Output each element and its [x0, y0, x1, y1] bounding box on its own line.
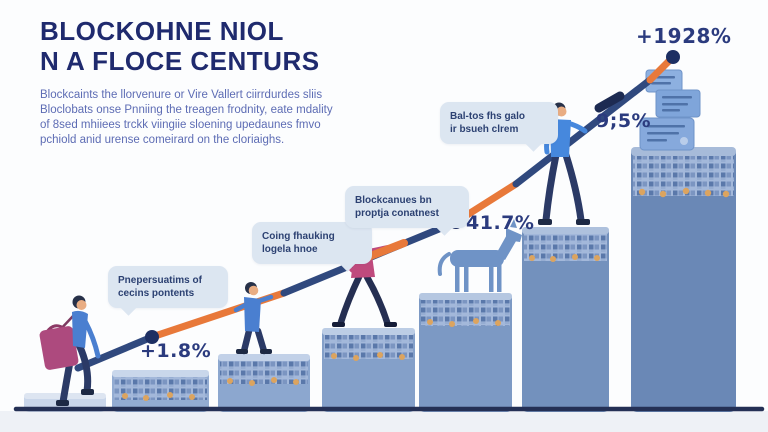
bar-2: [112, 370, 209, 412]
climber-figure: [39, 295, 101, 406]
line-segment-navy-1: [74, 333, 156, 372]
bubble-2-line-2: logela hnoe: [262, 244, 318, 256]
title-line-1: BLOCKOHNE NIOL: [40, 16, 284, 46]
stacked-cards: [639, 69, 701, 151]
milestone-label-1: +1.8%: [140, 340, 212, 362]
card-bottom: [639, 117, 695, 151]
bubble-3-line-1: Blockcanues bn: [355, 195, 432, 206]
coin-dots: [529, 254, 600, 262]
intro-line-2: Bloclobats onse Pnniing the treagen frod…: [40, 104, 333, 116]
bubble-2-line-1: Coing fhauking: [262, 231, 335, 242]
bubble-4-line-1: Bal-tos fhs galo: [450, 111, 526, 122]
climber-face: [76, 300, 87, 310]
coin-dots: [427, 318, 501, 327]
bar-6: [522, 227, 609, 412]
coin-dots: [122, 392, 195, 401]
intro-line-1: Blockcaints the llorvenure or Vire Valle…: [40, 89, 323, 101]
ground-strip: [0, 411, 768, 432]
milestone-label-2: 41.7%: [466, 212, 535, 234]
speech-bubble-1: Pnepersuatims of cecins pontents: [108, 266, 228, 309]
coin-dots: [638, 187, 730, 198]
intro-line-4: pchiold anid urense comeirard on the clo…: [40, 134, 285, 146]
intro-line-3: of 8sed mhiiees trckk viingiie sloening …: [40, 119, 321, 131]
intro-paragraph: Blockcaints the llorvenure or Vire Valle…: [40, 88, 370, 148]
header: BLOCKOHNE NIOL N A FLOCE CENTURS Blockca…: [40, 16, 370, 148]
coin-dots: [227, 377, 299, 386]
pedestal-bars: [24, 147, 736, 412]
speech-bubble-2: Coing fhauking logela hnoe: [252, 222, 372, 265]
line-segment-orange-3: [646, 55, 675, 84]
horse-figure: [437, 219, 522, 292]
bubble-1-line-2: cecins pontents: [118, 288, 195, 300]
bubble-3-line-2: proptja conatnest: [355, 208, 439, 220]
page-title: BLOCKOHNE NIOL N A FLOCE CENTURS: [40, 16, 370, 76]
speech-bubble-4: Bal-tos fhs galo ir bsueh clrem: [440, 102, 558, 145]
node-dot-3: [666, 50, 680, 64]
bar-3: [218, 354, 310, 412]
line-joint-sleeve: [594, 91, 625, 113]
bubble-1-line-1: Pnepersuatims of: [118, 275, 202, 286]
bar-4: [322, 328, 415, 412]
title-line-2: N A FLOCE CENTURS: [40, 46, 320, 76]
milestone-label-3: 9;5%: [596, 110, 652, 132]
orange-baton: [364, 239, 408, 261]
shoulder-bag: [39, 324, 79, 370]
bar-7: [631, 147, 736, 412]
card-middle: [655, 89, 701, 118]
carrier-figure: [233, 282, 274, 355]
bubble-4-line-2: ir bsueh clrem: [450, 124, 519, 136]
bar-5: [419, 293, 512, 412]
node-dot-1: [145, 330, 159, 344]
milestone-label-4: +1928%: [636, 24, 732, 48]
coin-dots: [331, 352, 405, 361]
speech-bubble-3: Blockcanues bn proptja conatnest: [345, 186, 469, 229]
